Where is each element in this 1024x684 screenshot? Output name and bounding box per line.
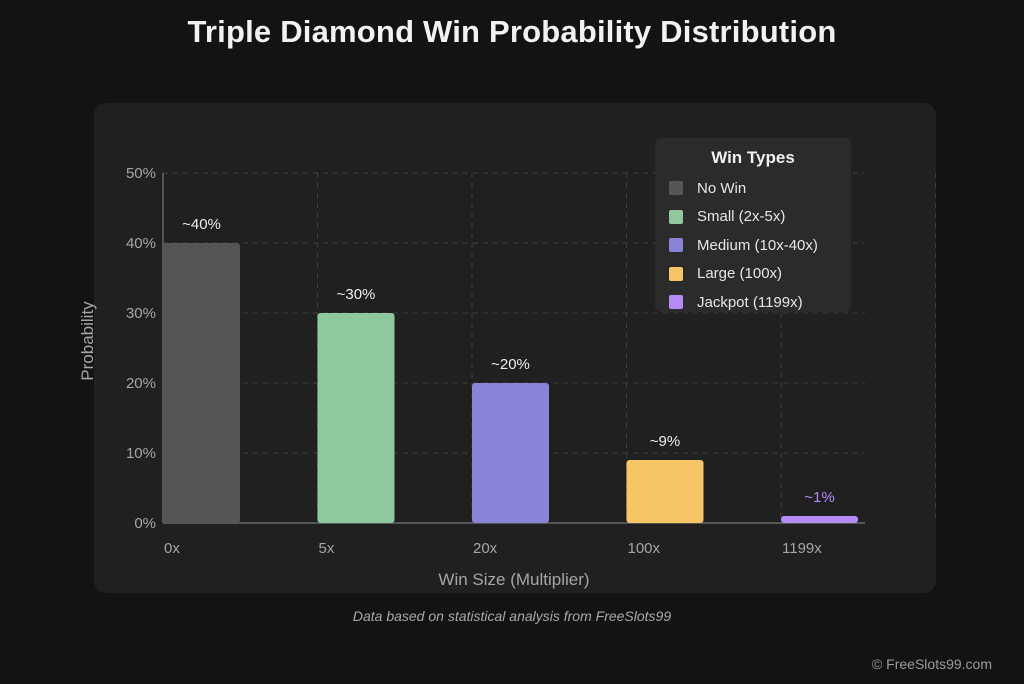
bar-5x: [317, 313, 395, 523]
bar-value-label: ~40%: [182, 216, 221, 233]
bar-0x: [163, 243, 240, 523]
legend-swatch: [669, 181, 683, 196]
legend-label: Small (2x-5x): [697, 208, 786, 226]
bar-value-label: ~30%: [337, 286, 376, 303]
x-tick-label: 20x: [473, 540, 498, 557]
legend-swatch: [669, 266, 683, 281]
x-tick-label: 100x: [628, 540, 661, 557]
legend-item: Large (100x): [669, 260, 851, 289]
legend-label: Large (100x): [697, 265, 783, 283]
legend-item: Small (2x-5x): [669, 203, 851, 232]
x-tick-label: 0x: [164, 540, 180, 557]
legend-label: Medium (10x-40x): [697, 236, 818, 254]
bar-value-label: ~1%: [804, 489, 834, 506]
legend-swatch: [669, 295, 683, 310]
y-tick-label: 50%: [126, 165, 156, 182]
y-tick-label: 20%: [126, 375, 156, 392]
legend-item: Jackpot (1199x): [669, 288, 851, 317]
x-tick-label: 1199x: [782, 540, 822, 557]
bar-value-label: ~20%: [491, 356, 530, 373]
bar-100x: [626, 460, 704, 523]
y-tick-label: 30%: [126, 305, 156, 322]
legend: Win Types No Win Small (2x-5x) Medium (10x…: [655, 138, 851, 312]
y-axis-title: Probability: [78, 301, 97, 381]
bar-value-label: ~9%: [650, 433, 680, 450]
legend-swatch: [669, 209, 683, 224]
copyright-notice: © FreeSlots99.com: [871, 656, 992, 672]
legend-label: No Win: [697, 179, 747, 197]
y-tick-label: 0%: [134, 515, 156, 532]
legend-title: Win Types: [711, 148, 795, 167]
x-axis-title: Win Size (Multiplier): [438, 570, 589, 589]
legend-swatch: [669, 238, 683, 253]
legend-item: Medium (10x-40x): [669, 231, 851, 260]
y-tick-label: 10%: [126, 445, 156, 462]
legend-item: No Win: [669, 174, 851, 203]
footnote: Data based on statistical analysis from …: [352, 608, 672, 624]
bar-20x: [472, 383, 549, 523]
x-tick-label: 5x: [319, 540, 335, 557]
bar-1199x: [781, 516, 858, 523]
y-tick-label: 40%: [126, 235, 156, 252]
legend-label: Jackpot (1199x): [697, 293, 803, 311]
chart-title: Triple Diamond Win Probability Distribut…: [187, 14, 837, 49]
